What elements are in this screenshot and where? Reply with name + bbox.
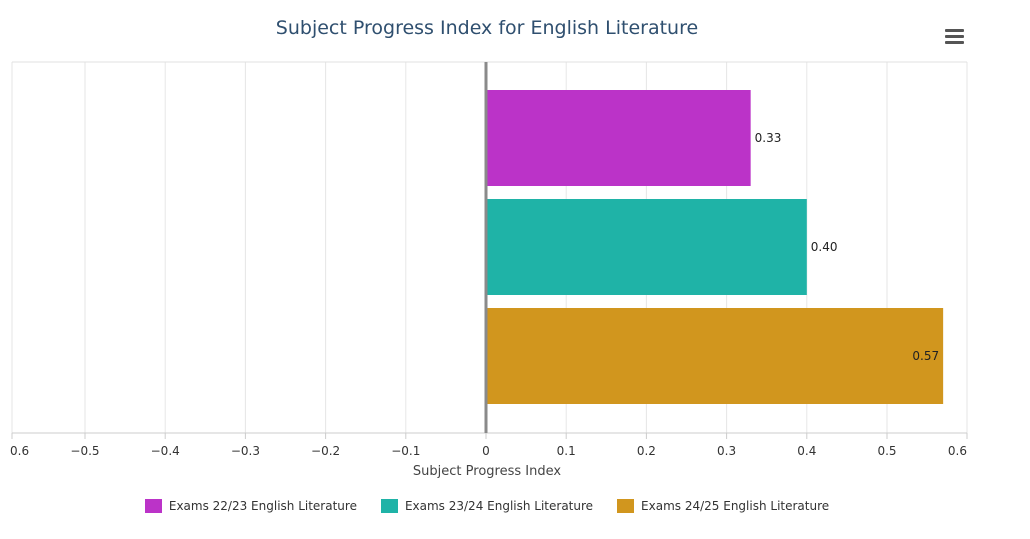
chart-title: Subject Progress Index for English Liter…	[275, 17, 699, 39]
x-tick-label: 0.6	[10, 444, 29, 458]
legend-label: Exams 24/25 English Literature	[641, 499, 830, 513]
x-tick-label: 0	[482, 444, 490, 458]
bar-2[interactable]	[486, 199, 807, 295]
x-tick-label: 0.5	[877, 444, 896, 458]
hamburger-menu-icon-line	[945, 35, 964, 38]
x-tick-label: −0.1	[391, 444, 420, 458]
data-label: 0.57	[912, 349, 939, 363]
data-label: 0.33	[755, 131, 782, 145]
hamburger-menu-icon	[945, 29, 964, 32]
bar-3[interactable]	[486, 308, 944, 404]
chart-menu-button[interactable]	[942, 26, 968, 48]
legend-item[interactable]: Exams 22/23 English Literature	[144, 499, 357, 513]
x-tick-label: 0.2	[637, 444, 656, 458]
legend-swatch	[144, 499, 162, 513]
x-tick-label: −0.2	[311, 444, 340, 458]
chart-legend: Exams 22/23 English Literature Exams 23/2…	[0, 499, 974, 513]
legend-label: Exams 23/24 English Literature	[404, 499, 594, 513]
x-axis-title: Subject Progress Index	[413, 464, 561, 479]
bar-1[interactable]	[486, 90, 751, 186]
x-tick-label: −0.4	[151, 444, 180, 458]
x-tick-label: 0.3	[717, 444, 736, 458]
x-tick-label: 0.1	[557, 444, 576, 458]
legend-label: Exams 22/23 English Literature	[168, 499, 357, 513]
legend-swatch	[617, 499, 635, 513]
hamburger-menu-icon-line	[945, 41, 964, 44]
x-tick-label: −0.3	[231, 444, 260, 458]
data-label: 0.40	[811, 240, 838, 254]
x-tick-label: 0.6	[948, 444, 967, 458]
legend-item[interactable]: Exams 24/25 English Literature	[617, 499, 829, 513]
chart-plot: 0.6 −0.5 −0.4 −0.3 −0.2 −0.1 0 0.1 0.2 0.3 0.4 0.5 0…	[10, 61, 968, 479]
legend-swatch	[380, 499, 398, 513]
legend-item[interactable]: Exams 23/24 English Literature	[380, 499, 594, 513]
x-tick-label: 0.4	[797, 444, 816, 458]
x-tick-label: −0.5	[70, 444, 99, 458]
